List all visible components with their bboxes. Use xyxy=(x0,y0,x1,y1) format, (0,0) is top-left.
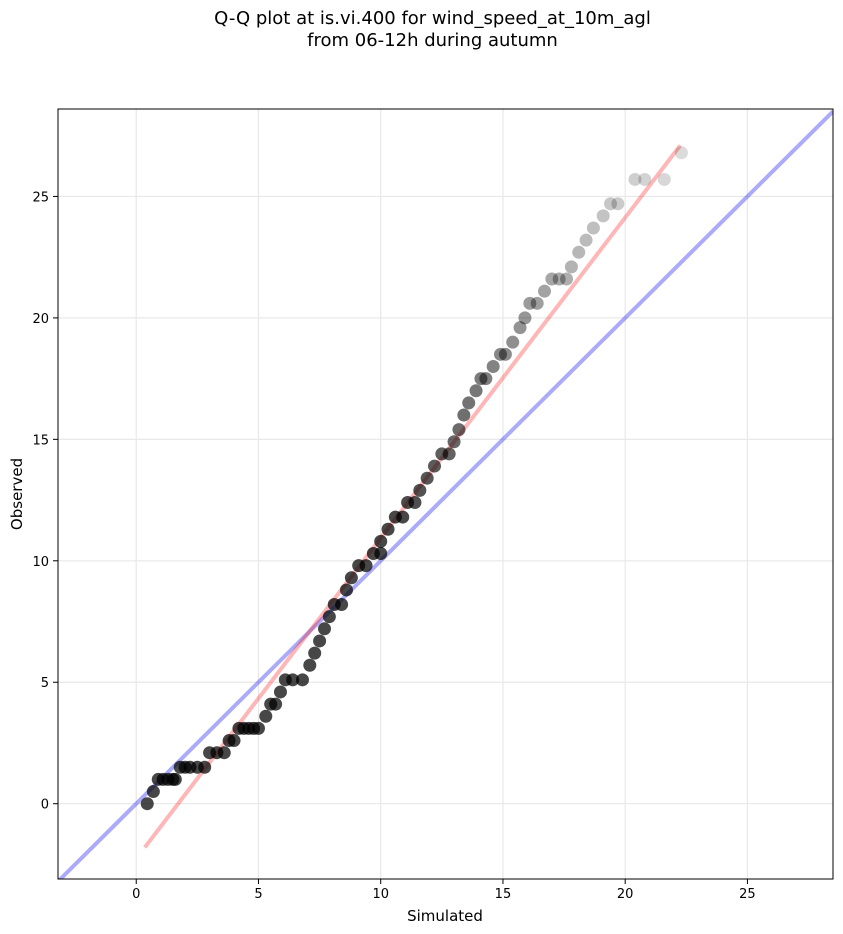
qq-point xyxy=(396,510,410,524)
qq-point xyxy=(538,284,552,298)
qq-point xyxy=(552,272,566,286)
x-tick-label: 10 xyxy=(372,887,389,902)
qq-point xyxy=(457,408,471,422)
y-tick-label: 15 xyxy=(32,433,49,448)
qq-point xyxy=(339,583,353,597)
qq-point xyxy=(604,197,618,211)
qq-point xyxy=(335,598,349,612)
qq-point xyxy=(374,534,388,548)
y-tick-label: 25 xyxy=(32,190,49,205)
data-points xyxy=(140,146,688,811)
y-tick-label: 20 xyxy=(32,312,49,327)
qq-point xyxy=(295,673,309,687)
qq-point xyxy=(344,571,358,585)
y-axis-ticks: 0 5 10 15 20 25 xyxy=(32,190,58,813)
x-tick-label: 0 xyxy=(132,887,140,902)
qq-point xyxy=(479,372,493,386)
qq-point xyxy=(498,347,512,361)
qq-point xyxy=(452,423,466,437)
qq-point xyxy=(420,471,434,485)
qq-point xyxy=(259,709,273,723)
qq-point xyxy=(313,634,327,648)
x-tick-label: 5 xyxy=(254,887,262,902)
qq-point xyxy=(518,311,532,325)
one-to-one-line xyxy=(58,110,833,879)
qq-point xyxy=(560,272,574,286)
x-axis-ticks: 0 5 10 15 20 25 xyxy=(132,879,756,902)
qq-point xyxy=(462,396,476,410)
qq-point xyxy=(506,335,520,349)
x-tick-label: 15 xyxy=(495,887,512,902)
y-tick-label: 10 xyxy=(32,555,49,570)
qq-point xyxy=(447,435,461,449)
qq-point xyxy=(674,146,688,160)
qq-point xyxy=(227,734,241,748)
qq-point xyxy=(273,685,287,699)
qq-point xyxy=(217,746,231,760)
y-tick-label: 5 xyxy=(41,676,49,691)
qq-point xyxy=(469,384,483,398)
qq-point xyxy=(381,522,395,536)
chart-title: Q-Q plot at is.vi.400 for wind_speed_at_… xyxy=(0,8,843,52)
plot-frame xyxy=(57,108,834,880)
y-tick-label: 0 xyxy=(41,798,49,813)
x-tick-label: 25 xyxy=(739,887,756,902)
qq-point xyxy=(657,172,671,186)
grid-lines xyxy=(58,109,833,879)
qq-point xyxy=(359,559,373,573)
qq-point xyxy=(638,172,652,186)
qq-point xyxy=(545,272,559,286)
qq-point xyxy=(442,447,456,461)
x-tick-label: 20 xyxy=(617,887,634,902)
qq-point xyxy=(611,197,625,211)
qq-point xyxy=(586,221,600,235)
qq-point xyxy=(513,321,527,335)
qq-point xyxy=(140,797,154,811)
qq-point xyxy=(269,697,283,711)
qq-point xyxy=(628,172,642,186)
qq-point xyxy=(494,347,508,361)
x-axis-label: Simulated xyxy=(407,907,483,925)
qq-point xyxy=(198,760,212,774)
chart-title-line-1: Q-Q plot at is.vi.400 for wind_speed_at_… xyxy=(214,8,651,29)
qq-point xyxy=(427,459,441,473)
qq-point xyxy=(530,296,544,310)
chart-title-line-2: from 06-12h during autumn xyxy=(307,30,558,51)
qq-point xyxy=(286,673,300,687)
qq-point xyxy=(303,658,317,672)
qq-point xyxy=(408,496,422,510)
qq-point xyxy=(322,610,336,624)
qq-point xyxy=(168,772,182,786)
qq-point xyxy=(413,483,427,497)
qq-point xyxy=(146,785,160,799)
qq-point xyxy=(579,233,593,247)
y-axis-label: Observed xyxy=(8,458,26,530)
qq-point xyxy=(564,260,578,274)
qq-point xyxy=(317,622,331,636)
qq-point xyxy=(486,359,500,373)
qq-point xyxy=(572,245,586,259)
qq-point xyxy=(374,547,388,561)
qq-point xyxy=(308,646,322,660)
qq-point xyxy=(523,296,537,310)
qq-point xyxy=(596,209,610,223)
qq-point xyxy=(251,721,265,735)
